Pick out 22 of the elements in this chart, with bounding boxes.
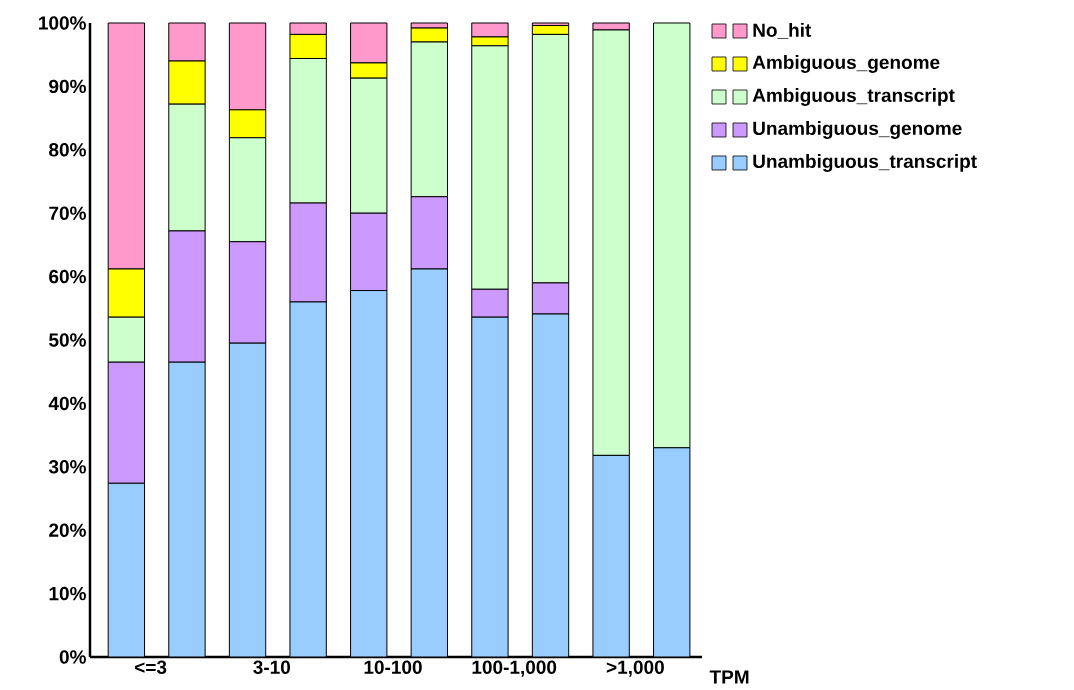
y-tick-label: 80%	[49, 143, 86, 157]
y-tick-label: 90%	[49, 79, 86, 94]
legend-label: Unambiguous_genome	[753, 121, 962, 139]
y-tick-label: 20%	[49, 523, 86, 537]
y-tick-label: 0%	[59, 650, 86, 664]
legend-label: No_hit	[753, 22, 812, 40]
x-tick-label: >1,000	[606, 660, 664, 677]
y-tick-label: 40%	[48, 396, 86, 411]
y-tick-label: 60%	[49, 269, 86, 284]
legend-label: Unambiguous_transcript	[753, 154, 977, 172]
x-tick-label: 10-100	[364, 660, 422, 674]
x-tick-label: 100-1,000	[472, 660, 557, 677]
x-axis-title: TPM	[709, 670, 749, 684]
y-tick-label: 100%	[39, 16, 86, 30]
y-tick-label: 30%	[48, 460, 86, 474]
y-tick-label: 70%	[49, 206, 86, 220]
y-tick-label: 10%	[49, 586, 86, 601]
x-tick-label: 3-10	[253, 660, 291, 675]
x-tick-label: <=3	[135, 660, 167, 675]
legend-label: Ambiguous_genome	[752, 55, 940, 73]
y-tick-label: 50%	[49, 333, 86, 347]
legend-label: Ambiguous_transcript	[752, 88, 955, 106]
